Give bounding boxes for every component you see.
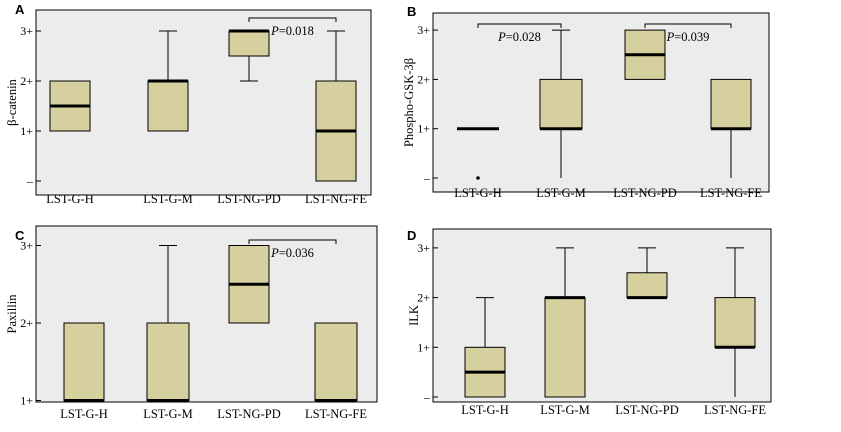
y-tick-label: – [26, 174, 34, 188]
y-tick-label: 2+ [417, 72, 430, 86]
panel-label: D [407, 228, 416, 243]
y-tick-label: 3+ [417, 241, 430, 255]
p-value-label: P=0.028 [497, 30, 541, 44]
outlier-point [476, 176, 480, 180]
significance-bracket [477, 23, 562, 28]
y-axis-label: ILK [407, 305, 421, 326]
significance-bracket [248, 17, 337, 22]
category-label: LST-NG-FE [704, 403, 766, 417]
category-label: LST-G-M [143, 407, 193, 421]
box [714, 297, 756, 348]
y-axis-label: Paxillin [5, 294, 19, 334]
y-tick-label: – [423, 390, 431, 404]
box [710, 78, 752, 130]
y-tick-label: 2+ [417, 291, 430, 305]
panel-label: A [15, 2, 25, 17]
y-tick-label: 1+ [417, 122, 430, 136]
category-label: LST-G-H [454, 186, 501, 200]
y-tick-label: 2+ [20, 74, 33, 88]
category-label: LST-G-H [461, 403, 508, 417]
p-value-label: P=0.036 [270, 246, 314, 260]
box [146, 322, 190, 401]
box [63, 322, 105, 401]
category-label: LST-G-H [46, 192, 93, 206]
y-axis-label: Phospho-GSK-3β [402, 58, 416, 147]
p-value-label: P=0.039 [666, 30, 710, 44]
y-tick-label: 3+ [417, 23, 430, 37]
box [626, 272, 668, 299]
panel-label: B [407, 4, 416, 19]
category-label: LST-NG-PD [615, 403, 678, 417]
category-label: LST-NG-PD [613, 186, 676, 200]
category-label: LST-NG-PD [217, 407, 280, 421]
box [314, 322, 358, 401]
box [544, 297, 586, 398]
plot-area-A [35, 9, 372, 196]
y-tick-label: 1+ [20, 394, 33, 408]
p-value-label: P=0.018 [270, 24, 314, 38]
category-label: LST-G-H [60, 407, 107, 421]
y-tick-label: – [423, 171, 431, 185]
y-tick-label: 2+ [20, 316, 33, 330]
panel-label: C [15, 228, 25, 243]
significance-bracket [644, 23, 732, 28]
category-label: LST-NG-FE [305, 407, 367, 421]
y-tick-label: 1+ [20, 124, 33, 138]
box [228, 30, 270, 57]
category-label: LST-NG-PD [217, 192, 280, 206]
y-tick-label: 1+ [417, 340, 430, 354]
category-label: LST-G-M [536, 186, 586, 200]
category-label: LST-NG-FE [700, 186, 762, 200]
y-tick-label: 3+ [20, 239, 33, 253]
box [147, 80, 189, 132]
significance-bracket [248, 239, 337, 244]
box [539, 78, 583, 130]
category-label: LST-NG-FE [305, 192, 367, 206]
category-label: LST-G-M [540, 403, 590, 417]
y-axis-label: β-catenin [5, 78, 19, 125]
y-tick-label: 3+ [20, 24, 33, 38]
category-label: LST-G-M [143, 192, 193, 206]
